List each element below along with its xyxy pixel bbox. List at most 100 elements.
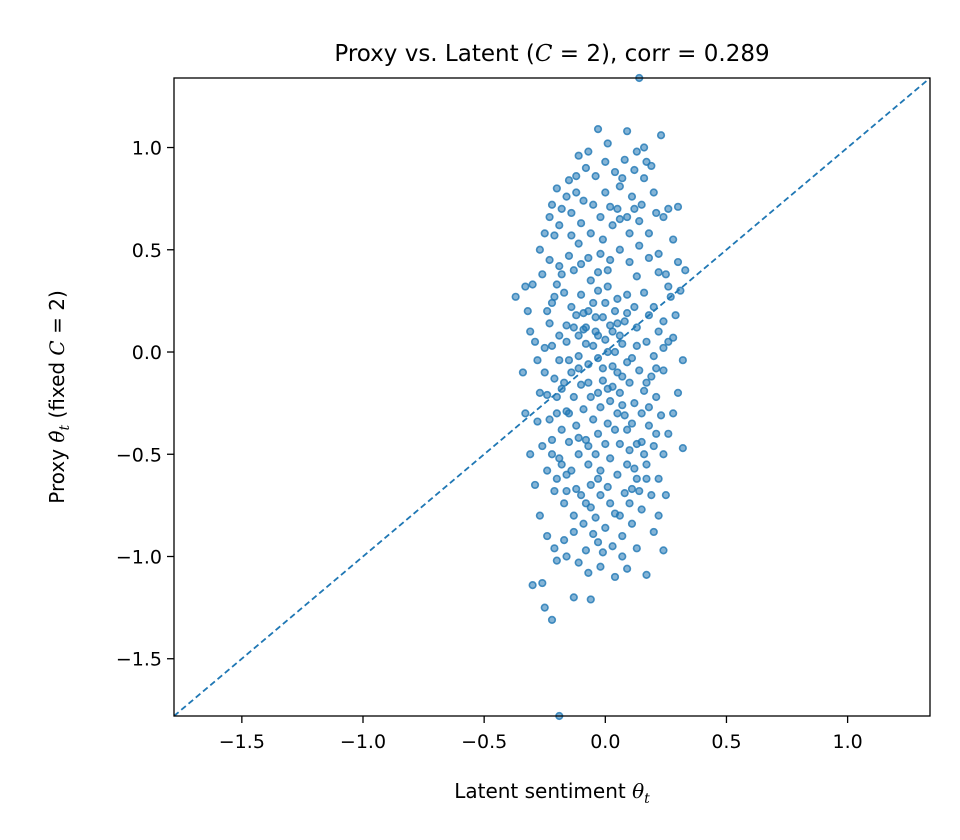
- scatter-point: [639, 143, 649, 152]
- scatter-point: [598, 364, 607, 373]
- scatter-point: [574, 558, 583, 567]
- scatter-point: [623, 564, 632, 573]
- scatter-point: [627, 519, 637, 528]
- scatter-point: [567, 302, 576, 312]
- scatter-point: [623, 460, 632, 469]
- scatter-point: [579, 405, 588, 414]
- scatter-point: [664, 204, 673, 213]
- scatter-point: [669, 409, 678, 418]
- scatter-point: [656, 411, 666, 420]
- scatter-point: [644, 403, 654, 412]
- scatter-point: [620, 317, 629, 326]
- scatter-point: [562, 192, 571, 201]
- scatter-point: [591, 450, 600, 459]
- scatter-point: [613, 204, 622, 213]
- scatter-point: [603, 384, 612, 393]
- scatter-point: [591, 513, 600, 522]
- scatter-point: [659, 450, 668, 459]
- scatter-point: [586, 392, 595, 402]
- scatter-point: [562, 321, 571, 330]
- scatter-point: [652, 208, 661, 218]
- scatter-point: [569, 593, 578, 602]
- title-var: C: [535, 41, 553, 67]
- scatter-point: [615, 511, 624, 520]
- scatter-point: [598, 548, 607, 557]
- scatter-point: [637, 409, 646, 418]
- scatter-point: [598, 313, 607, 322]
- scatter-point: [610, 307, 620, 316]
- scatter-point: [533, 417, 542, 426]
- scatter-point: [581, 339, 591, 348]
- scatter-point: [608, 362, 617, 371]
- scatter-point: [552, 556, 561, 565]
- scatter-point: [511, 292, 520, 301]
- scatter-point: [632, 272, 641, 281]
- scatter-point: [550, 544, 559, 553]
- scatter-point: [591, 172, 600, 181]
- scatter-point: [610, 425, 620, 434]
- scatter-point: [613, 409, 622, 418]
- y-axis-label-mid: (fixed: [45, 356, 69, 425]
- y-tick-label: 1.0: [132, 138, 162, 160]
- scatter-point: [593, 268, 603, 277]
- scatter-point: [642, 157, 651, 166]
- y-axis-label-var: θ̂: [45, 431, 69, 443]
- scatter-point: [596, 491, 605, 500]
- scatter-point: [564, 356, 574, 365]
- y-tick-label: 0.0: [132, 342, 162, 364]
- scatter-point: [661, 270, 670, 279]
- scatter-point: [567, 466, 576, 475]
- scatter-point: [581, 323, 591, 332]
- scatter-point: [615, 439, 624, 449]
- scatter-point: [659, 366, 668, 375]
- scatter-point: [591, 313, 600, 322]
- scatter-point: [678, 356, 687, 365]
- scatter-point: [654, 474, 663, 483]
- scatter-point: [552, 474, 561, 483]
- scatter-point: [596, 403, 605, 412]
- scatter-point: [560, 536, 569, 545]
- scatter-point: [593, 474, 603, 483]
- scatter-point: [564, 409, 574, 418]
- scatter-point: [603, 419, 612, 428]
- x-tick-label: −1.5: [219, 731, 265, 753]
- scatter-point: [528, 581, 537, 590]
- scatter-point: [518, 368, 528, 377]
- scatter-point: [647, 372, 656, 381]
- scatter-point: [576, 219, 586, 228]
- scatter-point: [623, 290, 632, 299]
- scatter-point: [555, 356, 564, 365]
- scatter-point: [572, 421, 581, 430]
- scatter-point: [635, 486, 644, 496]
- scatter-point: [589, 415, 598, 424]
- scatter-point: [552, 184, 561, 193]
- scatter-point: [644, 421, 654, 430]
- scatter-point: [574, 364, 583, 373]
- scatter-point: [635, 366, 644, 375]
- scatter-point: [630, 464, 639, 473]
- scatter-point: [606, 396, 615, 406]
- scatter-point: [623, 358, 632, 367]
- scatter-point: [603, 482, 612, 492]
- scatter-point: [547, 615, 557, 624]
- scatter-point: [610, 347, 620, 357]
- points-layer: [511, 73, 690, 721]
- scatter-point: [586, 276, 595, 285]
- scatter-point: [644, 229, 654, 238]
- scatter-point: [625, 499, 634, 508]
- scatter-point: [547, 200, 557, 209]
- scatter-point: [618, 174, 627, 183]
- scatter-point: [543, 531, 552, 541]
- scatter-point: [569, 392, 578, 402]
- x-axis-label-text: Latent sentiment: [454, 779, 632, 803]
- scatter-point: [523, 307, 532, 316]
- y-axis-label-cvar: C: [45, 340, 69, 355]
- scatter-point: [555, 331, 564, 340]
- scatter-point: [576, 491, 586, 500]
- scatter-point: [601, 439, 610, 449]
- scatter-point: [550, 486, 559, 496]
- scatter-point: [606, 454, 615, 463]
- scatter-point: [654, 511, 663, 520]
- scatter-point: [543, 466, 552, 475]
- scatter-point: [576, 290, 586, 299]
